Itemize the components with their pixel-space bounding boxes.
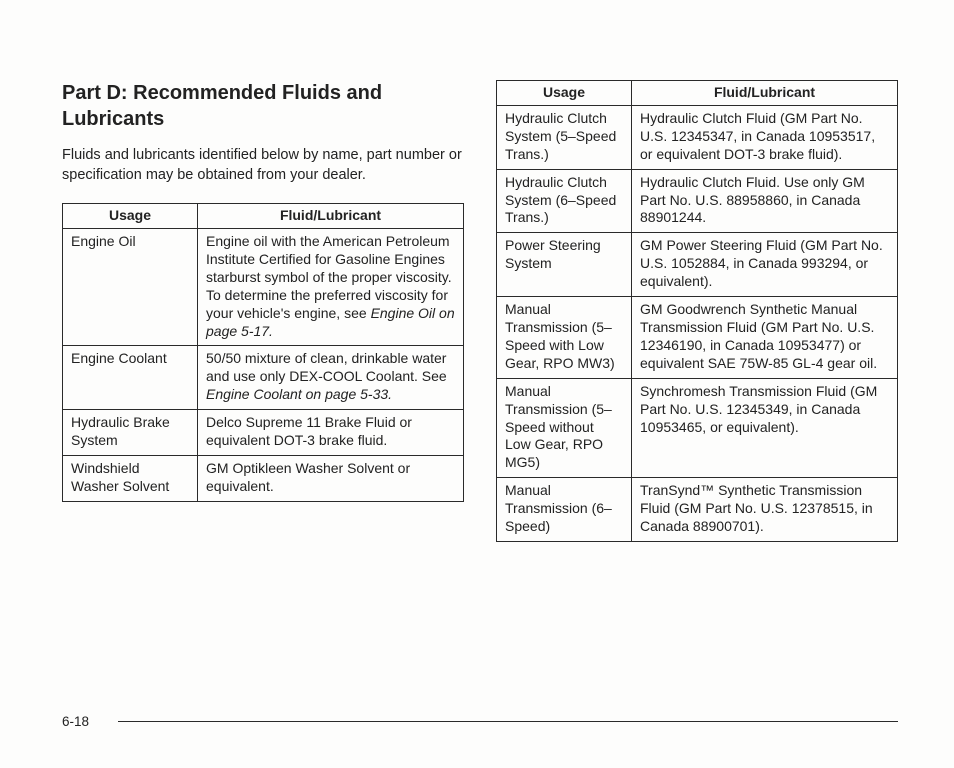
cell-usage: Engine Coolant (63, 346, 198, 410)
cell-fluid: Engine oil with the American Petroleum I… (198, 229, 464, 346)
two-column-layout: Part D: Recommended Fluids and Lubricant… (62, 80, 898, 542)
cell-usage: Hydraulic Brake System (63, 410, 198, 456)
cell-fluid: Synchromesh Transmission Fluid (GM Part … (632, 378, 898, 478)
cell-usage: Hydraulic Clutch System (6–Speed Trans.) (497, 169, 632, 233)
page-number: 6-18 (62, 714, 101, 729)
fluids-table-left: Usage Fluid/Lubricant Engine Oil Engine … (62, 203, 464, 502)
document-page: Part D: Recommended Fluids and Lubricant… (0, 0, 954, 768)
cell-usage: Hydraulic Clutch System (5–Speed Trans.) (497, 105, 632, 169)
cell-fluid: TranSynd™ Synthetic Transmission Fluid (… (632, 478, 898, 542)
cell-fluid: GM Optikleen Washer Solvent or equivalen… (198, 456, 464, 502)
table-row: Hydraulic Clutch System (5–Speed Trans.)… (497, 105, 898, 169)
cell-usage: Engine Oil (63, 229, 198, 346)
cell-text: 50/50 mixture of clean, drinkable water … (206, 350, 447, 384)
fluids-table-right: Usage Fluid/Lubricant Hydraulic Clutch S… (496, 80, 898, 542)
table-row: Power Steering System GM Power Steering … (497, 233, 898, 297)
cell-usage: Manual Transmission (5–Speed with Low Ge… (497, 297, 632, 379)
footer-rule (118, 721, 898, 722)
table-row: Engine Coolant 50/50 mixture of clean, d… (63, 346, 464, 410)
cell-fluid: GM Power Steering Fluid (GM Part No. U.S… (632, 233, 898, 297)
col-header-usage: Usage (63, 204, 198, 229)
col-header-fluid: Fluid/Lubricant (632, 81, 898, 106)
col-header-usage: Usage (497, 81, 632, 106)
table-row: Engine Oil Engine oil with the American … (63, 229, 464, 346)
table-row: Windshield Washer Solvent GM Optikleen W… (63, 456, 464, 502)
cell-fluid: Delco Supreme 11 Brake Fluid or equivale… (198, 410, 464, 456)
table-row: Manual Transmission (5–Speed with Low Ge… (497, 297, 898, 379)
cell-fluid: Hydraulic Clutch Fluid. Use only GM Part… (632, 169, 898, 233)
cell-fluid: 50/50 mixture of clean, drinkable water … (198, 346, 464, 410)
cell-usage: Manual Transmission (6–Speed) (497, 478, 632, 542)
intro-paragraph: Fluids and lubricants identified below b… (62, 146, 464, 185)
left-column: Part D: Recommended Fluids and Lubricant… (62, 80, 464, 542)
cell-usage: Power Steering System (497, 233, 632, 297)
table-header-row: Usage Fluid/Lubricant (497, 81, 898, 106)
cell-fluid: Hydraulic Clutch Fluid (GM Part No. U.S.… (632, 105, 898, 169)
table-row: Manual Transmission (5–Speed without Low… (497, 378, 898, 478)
cell-usage: Manual Transmission (5–Speed without Low… (497, 378, 632, 478)
table-row: Manual Transmission (6–Speed) TranSynd™ … (497, 478, 898, 542)
page-footer: 6-18 (62, 714, 898, 722)
table-row: Hydraulic Clutch System (6–Speed Trans.)… (497, 169, 898, 233)
section-title: Part D: Recommended Fluids and Lubricant… (62, 80, 464, 132)
table-row: Hydraulic Brake System Delco Supreme 11 … (63, 410, 464, 456)
col-header-fluid: Fluid/Lubricant (198, 204, 464, 229)
cell-fluid: GM Goodwrench Synthetic Manual Transmiss… (632, 297, 898, 379)
table-header-row: Usage Fluid/Lubricant (63, 204, 464, 229)
right-column: Usage Fluid/Lubricant Hydraulic Clutch S… (496, 80, 898, 542)
cell-usage: Windshield Washer Solvent (63, 456, 198, 502)
cross-reference: Engine Coolant on page 5-33. (206, 386, 392, 402)
